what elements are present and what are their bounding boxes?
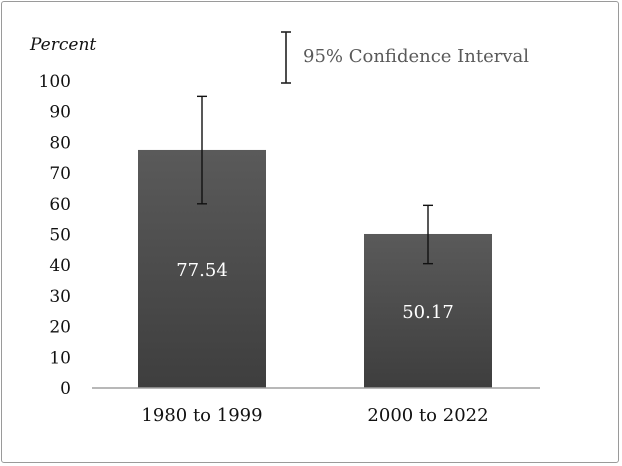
y-axis-label: Percent xyxy=(29,35,96,55)
y-tick-label: 40 xyxy=(49,256,71,276)
y-tick-label: 50 xyxy=(49,226,71,246)
y-tick-label: 80 xyxy=(49,133,71,153)
y-tick-label: 90 xyxy=(49,103,71,123)
y-tick-label: 100 xyxy=(39,72,71,92)
y-tick-label: 30 xyxy=(49,287,71,307)
category-label: 1980 to 1999 xyxy=(141,405,262,426)
category-labels: 1980 to 1999 2000 to 2022 xyxy=(141,405,488,426)
y-tick-labels: 0 10 20 30 40 50 60 70 80 90 100 xyxy=(39,72,71,399)
error-bars xyxy=(197,95,433,265)
data-labels: 77.54 50.17 xyxy=(176,260,454,323)
legend-label: 95% Confidence Interval xyxy=(303,46,529,67)
data-label: 77.54 xyxy=(176,260,228,281)
y-tick-label: 0 xyxy=(60,379,71,399)
y-tick-label: 20 xyxy=(49,318,71,338)
data-label: 50.17 xyxy=(402,302,454,323)
y-tick-label: 10 xyxy=(49,348,71,368)
y-tick-label: 60 xyxy=(49,195,71,215)
legend: 95% Confidence Interval xyxy=(281,31,529,84)
category-label: 2000 to 2022 xyxy=(367,405,488,426)
y-tick-label: 70 xyxy=(49,164,71,184)
